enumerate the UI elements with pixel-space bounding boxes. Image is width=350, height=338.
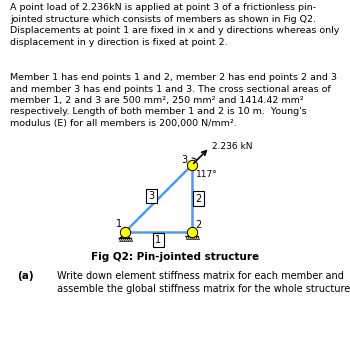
Text: 3: 3 [149, 191, 155, 201]
Point [122, 230, 128, 235]
Text: Write down element stiffness matrix for each member and
assemble the global stif: Write down element stiffness matrix for … [57, 270, 350, 294]
Text: A point load of 2.236kN is applied at point 3 of a frictionless pin-
jointed str: A point load of 2.236kN is applied at po… [10, 3, 340, 47]
Text: 117°: 117° [196, 170, 218, 179]
Text: (a): (a) [17, 270, 34, 281]
Text: Member 1 has end points 1 and 2, member 2 has end points 2 and 3
and member 3 ha: Member 1 has end points 1 and 2, member … [10, 73, 337, 128]
Bar [190, 232, 194, 236]
Text: 3: 3 [182, 155, 188, 165]
Point [189, 230, 195, 235]
Text: 1: 1 [155, 235, 161, 245]
Text: 2: 2 [195, 220, 201, 230]
Text: 1: 1 [116, 219, 122, 230]
Text: Fig Q2: Pin-jointed structure: Fig Q2: Pin-jointed structure [91, 252, 259, 262]
Text: 2.236 kN: 2.236 kN [212, 142, 253, 151]
Text: 2: 2 [195, 194, 202, 204]
Point [189, 163, 195, 168]
